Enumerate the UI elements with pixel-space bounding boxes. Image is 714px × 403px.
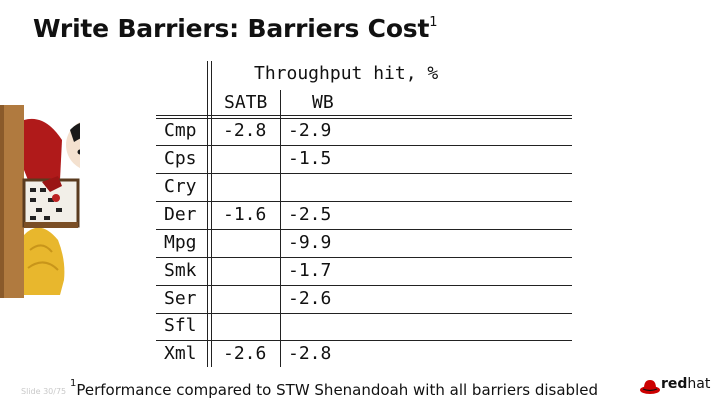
footnote: 1Performance compared to STW Shenandoah …	[70, 378, 598, 399]
table-group-header: Throughput hit, %	[254, 63, 439, 84]
throughput-table: Throughput hit, % SATB WB Cmp -2.8 -2.9 …	[156, 61, 572, 367]
row-rule	[156, 313, 572, 314]
row-label-divider	[207, 61, 208, 367]
row-label-mpg: Mpg	[164, 232, 197, 253]
row-rule	[156, 340, 572, 341]
column-header-satb: SATB	[224, 92, 268, 113]
row-rule	[156, 201, 572, 202]
abacus-counting-person-icon	[0, 105, 80, 298]
title-footnote-mark: 1	[429, 14, 438, 30]
cell-mpg-wb: -9.9	[288, 232, 332, 253]
row-label-der: Der	[164, 204, 197, 225]
redhat-logo-text: redhat	[661, 376, 710, 392]
header-rule-double	[156, 118, 572, 119]
row-label-cry: Cry	[164, 176, 197, 197]
row-rule	[156, 173, 572, 174]
cell-cmp-wb: -2.9	[288, 120, 332, 141]
slide-number: Slide 30/75	[21, 387, 67, 396]
row-rule	[156, 145, 572, 146]
row-label-cps: Cps	[164, 148, 197, 169]
slide-title-text: Write Barriers: Barriers Cost	[33, 14, 430, 43]
cell-cmp-satb: -2.8	[223, 120, 267, 141]
cell-smk-wb: -1.7	[288, 260, 332, 281]
row-label-xml: Xml	[164, 343, 197, 364]
row-rule	[156, 285, 572, 286]
redhat-logo-icon	[640, 380, 660, 394]
row-label-smk: Smk	[164, 260, 197, 281]
row-label-ser: Ser	[164, 288, 197, 309]
row-rule	[156, 257, 572, 258]
cell-ser-wb: -2.6	[288, 288, 332, 309]
row-label-sfl: Sfl	[164, 315, 197, 336]
footnote-mark: 1	[70, 378, 77, 389]
row-label-divider-double	[211, 61, 212, 367]
cell-xml-satb: -2.6	[223, 343, 267, 364]
cell-der-satb: -1.6	[223, 204, 267, 225]
footnote-text: Performance compared to STW Shenandoah w…	[76, 381, 598, 399]
header-rule	[156, 115, 572, 116]
row-rule	[156, 229, 572, 230]
cell-der-wb: -2.5	[288, 204, 332, 225]
logo-text-bold: red	[661, 376, 688, 392]
cell-xml-wb: -2.8	[288, 343, 332, 364]
column-header-wb: WB	[312, 92, 334, 113]
column-divider	[280, 90, 281, 367]
row-label-cmp: Cmp	[164, 120, 197, 141]
slide-title: Write Barriers: Barriers Cost1	[33, 14, 438, 43]
cell-cps-wb: -1.5	[288, 148, 332, 169]
logo-text-light: hat	[687, 376, 711, 392]
